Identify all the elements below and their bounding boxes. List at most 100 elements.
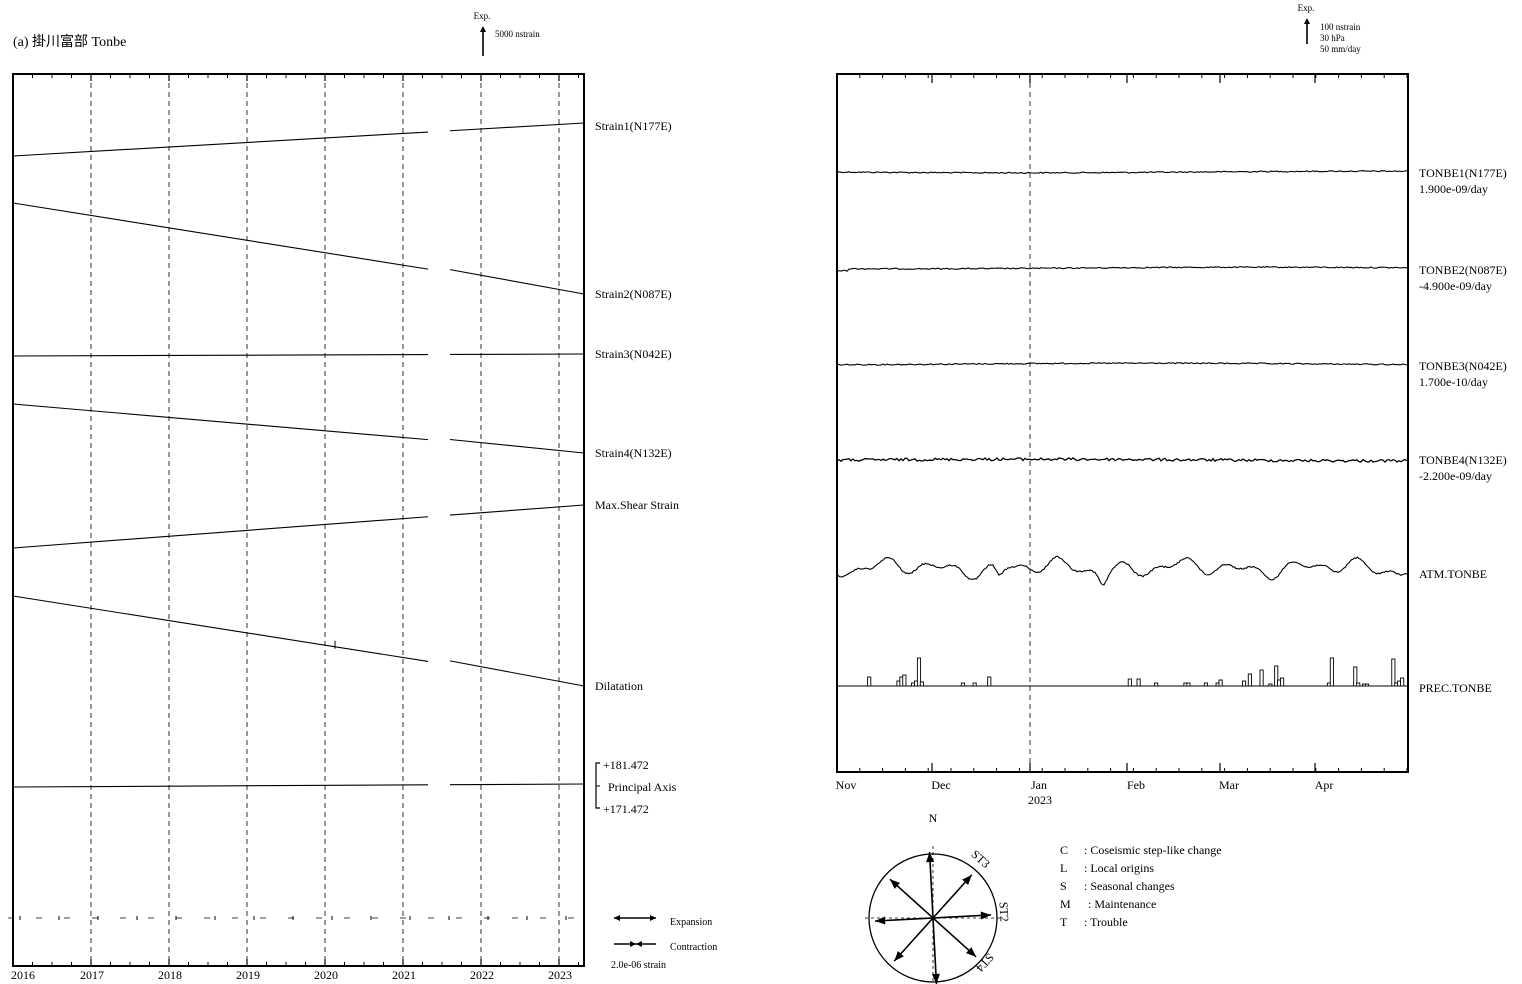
- x-tick-label-feb: Feb: [1127, 778, 1145, 792]
- series-label: TONBE1(N177E): [1419, 166, 1507, 180]
- right-scale-label-2: 50 mm/day: [1320, 44, 1361, 54]
- code-letter: S: [1060, 879, 1067, 893]
- code-description: : Seasonal changes: [1084, 879, 1175, 893]
- strain-axis-arrowhead: [926, 852, 935, 863]
- contraction-arrow-head-right: [636, 941, 642, 947]
- series-label: Dilatation: [595, 679, 643, 693]
- series-label: -4.900e-09/day: [1419, 279, 1492, 293]
- series-label: 1.700e-10/day: [1419, 375, 1488, 389]
- strain-axis-arrowhead: [931, 973, 940, 984]
- precip-bar: [1247, 673, 1252, 687]
- x-tick-label: 2017: [80, 968, 104, 982]
- series-trace: [836, 457, 1408, 464]
- precip-bar: [960, 682, 965, 687]
- x-tick-label: 2021: [392, 968, 416, 982]
- precip-bar: [1241, 680, 1247, 687]
- left-scale-label: 5000 nstrain: [495, 29, 540, 39]
- series-label: PREC.TONBE: [1419, 681, 1492, 695]
- code-letter: M: [1060, 897, 1071, 911]
- x-tick-label-apr: Apr: [1315, 778, 1334, 792]
- expansion-arrow-head-left: [614, 915, 620, 921]
- contraction-label: Contraction: [670, 942, 717, 953]
- series-label: TONBE4(N132E): [1419, 453, 1507, 467]
- precip-bar: [1274, 665, 1279, 687]
- right-scale-exp-label: Exp.: [1298, 3, 1315, 13]
- principal-axis-label: Principal Axis: [608, 780, 677, 794]
- precip-bar: [1136, 678, 1141, 687]
- series-label: Max.Shear Strain: [595, 498, 679, 512]
- series-line: [449, 438, 585, 454]
- strain-axis-arrowhead: [980, 911, 991, 920]
- left-scale-exp-label: Exp.: [474, 11, 491, 21]
- strain-axis-arrowhead: [894, 950, 904, 962]
- series-line: [449, 504, 585, 516]
- precip-bar: [919, 681, 924, 687]
- compass-station-label: ST2: [996, 901, 1011, 922]
- principal-axis-max: +181.472: [603, 758, 649, 772]
- series-line: [12, 784, 429, 788]
- series-label: Strain3(N042E): [595, 347, 672, 361]
- precip-bar: [1259, 669, 1264, 687]
- x-tick-label-nov: Nov: [836, 778, 857, 792]
- precip-bar: [1353, 666, 1358, 687]
- series-label: TONBE3(N042E): [1419, 359, 1507, 373]
- precip-bar: [1268, 683, 1273, 687]
- page-title: (a) 掛川富部 Tonbe: [13, 35, 127, 50]
- precip-bar: [1280, 677, 1285, 687]
- precip-bar: [1154, 682, 1159, 687]
- strain-axis-arrowhead: [965, 947, 977, 957]
- principal-axis-min: +171.472: [603, 802, 649, 816]
- x-tick-label: 2019: [236, 968, 260, 982]
- precip-bar: [987, 676, 992, 687]
- right-scale-label-0: 100 nstrain: [1320, 22, 1361, 32]
- series-line: [449, 783, 585, 786]
- precip-bar: [1203, 682, 1209, 687]
- series-trace: [836, 362, 1408, 366]
- series-trace: [836, 170, 1408, 174]
- code-letter: C: [1060, 843, 1068, 857]
- series-label: Strain4(N132E): [595, 446, 672, 460]
- series-line: [449, 122, 585, 132]
- x-tick-label: 2020: [314, 968, 338, 982]
- left-scale-arrow-head: [480, 26, 486, 32]
- x-tick-label: 2018: [158, 968, 182, 982]
- expansion-label: Expansion: [670, 917, 712, 928]
- series-label: -2.200e-09/day: [1419, 469, 1492, 483]
- series-line: [449, 660, 585, 687]
- series-line: [449, 269, 585, 295]
- x-tick-label-mar: Mar: [1219, 778, 1239, 792]
- code-description: : Coseismic step-like change: [1084, 843, 1222, 857]
- precip-bar: [1329, 657, 1334, 687]
- right-scale-label-1: 30 hPa: [1320, 33, 1345, 43]
- series-line: [12, 516, 429, 549]
- series-label: 1.900e-09/day: [1419, 182, 1488, 196]
- precip-bar: [1186, 682, 1191, 687]
- strain-scale-label: 2.0e-06 strain: [611, 960, 666, 971]
- precip-bar: [1364, 683, 1370, 687]
- compass-station-label: ST4: [973, 951, 997, 975]
- right-scale-arrow-head: [1304, 18, 1310, 24]
- series-line: [12, 595, 429, 662]
- series-line: [12, 353, 429, 357]
- right-plot-frame: [836, 73, 1409, 773]
- code-letter: T: [1060, 915, 1068, 929]
- x-tick-label-dec: Dec: [931, 778, 950, 792]
- x-tick-label-jan: Jan: [1031, 778, 1047, 792]
- code-description: : Local origins: [1084, 861, 1154, 875]
- strain-axis-arrow: [889, 878, 977, 958]
- series-label: Strain2(N087E): [595, 287, 672, 301]
- series-line: [12, 131, 429, 157]
- series-line: [12, 403, 429, 441]
- series-trace: [836, 266, 1408, 272]
- precip-bar: [867, 676, 872, 687]
- precip-bar: [1391, 658, 1396, 687]
- left-plot: 2016 2017 2018 2019 2020 2021 2022 2023: [8, 73, 585, 982]
- precip-bar: [1356, 682, 1361, 687]
- precip-bar: [1400, 677, 1405, 687]
- series-label: ATM.TONBE: [1419, 567, 1487, 581]
- series-line: [12, 202, 429, 270]
- series-label: Strain1(N177E): [595, 119, 672, 133]
